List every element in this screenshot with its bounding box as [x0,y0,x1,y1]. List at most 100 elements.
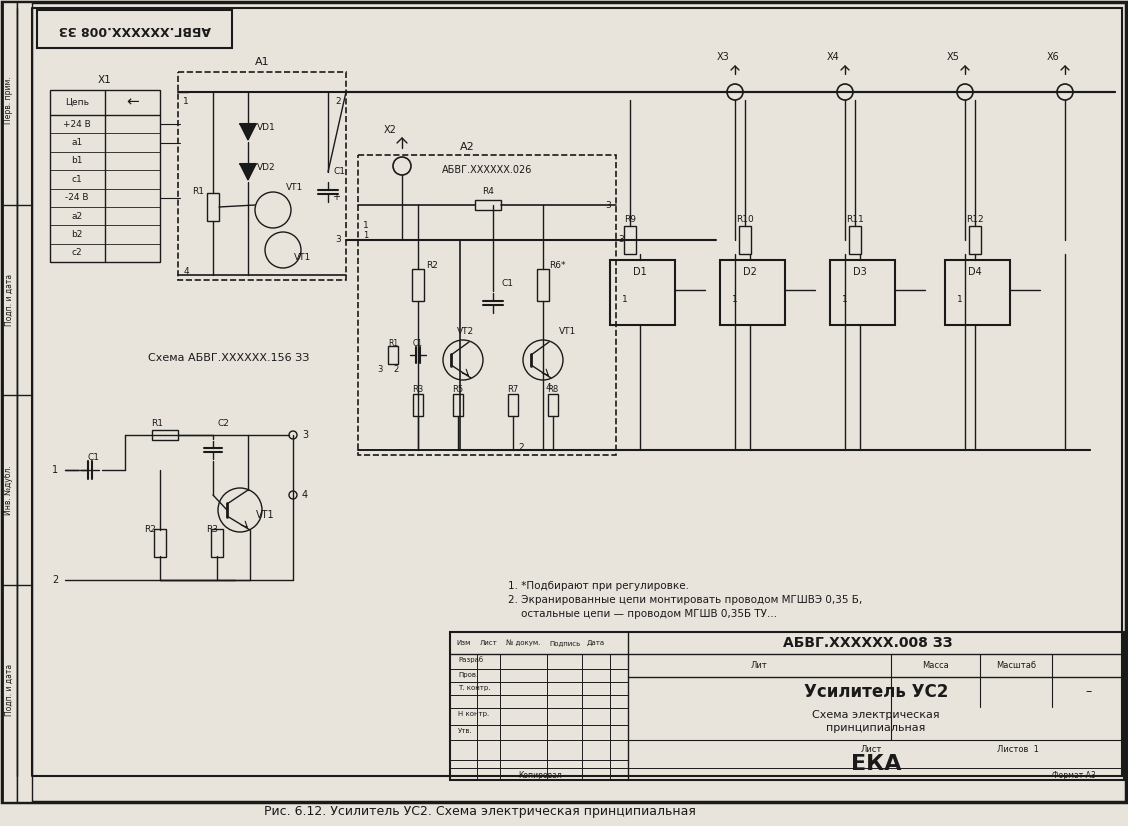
Text: R8: R8 [547,386,558,395]
Bar [412,269,424,301]
Text: принципиальная: принципиальная [827,723,926,733]
Bar [37,10,232,48]
Text: Схема АБВГ.XXXXXX.156 ЗЗ: Схема АБВГ.XXXXXX.156 ЗЗ [148,353,309,363]
Text: VD2: VD2 [257,163,275,172]
Text: A2: A2 [459,142,475,152]
Text: ←: ← [126,94,140,110]
Text: Цепь: Цепь [65,97,89,107]
Text: R9: R9 [624,216,636,225]
Text: b1: b1 [71,156,82,165]
Text: 2: 2 [335,97,341,107]
Text: C2: C2 [217,419,229,428]
Text: -24 В: -24 В [65,193,89,202]
Text: 3: 3 [618,235,624,244]
Bar [548,394,558,416]
Text: R1: R1 [388,339,398,348]
Text: ЕКА: ЕКА [851,754,901,774]
Bar [178,72,346,280]
Text: X2: X2 [384,125,396,135]
Bar [610,260,675,325]
Text: a2: a2 [71,211,82,221]
Bar [720,260,785,325]
Text: R3: R3 [206,525,218,534]
Text: X6: X6 [1047,52,1059,62]
Text: Лист: Лист [861,744,882,753]
Text: Схема электрическая: Схема электрическая [812,710,940,720]
Text: X5: X5 [946,52,960,62]
Bar [739,226,751,254]
Text: VT2: VT2 [457,327,474,336]
Text: № докум.: № докум. [506,639,540,646]
Text: остальные цепи — проводом МГШВ 0,35Б ТУ...: остальные цепи — проводом МГШВ 0,35Б ТУ.… [508,609,777,619]
Text: 1: 1 [363,221,369,230]
Text: D3: D3 [853,267,867,277]
Text: Пров.: Пров. [458,672,478,678]
Text: C1: C1 [334,168,346,177]
Bar [450,632,1123,780]
Text: VD1: VD1 [257,122,275,131]
Text: R3: R3 [413,386,424,395]
Text: C1: C1 [87,453,99,463]
Bar [208,193,219,221]
Bar [50,90,160,262]
Bar [849,226,861,254]
Text: R4: R4 [482,187,494,196]
Text: 4: 4 [183,268,188,277]
Text: 4: 4 [302,490,308,500]
Text: Подпись: Подпись [549,640,580,646]
Text: 2: 2 [394,365,398,374]
Text: 2. Экранированные цепи монтировать проводом МГШВЭ 0,35 Б,: 2. Экранированные цепи монтировать прово… [508,595,862,605]
Bar [17,2,32,802]
Bar [624,226,636,254]
Text: a1: a1 [71,138,82,147]
Text: R12: R12 [967,216,984,225]
Text: Т. контр.: Т. контр. [458,685,491,691]
Text: 3: 3 [302,430,308,440]
Bar [152,430,178,440]
Bar [508,394,518,416]
Text: R6*: R6* [548,260,565,269]
Bar [969,226,981,254]
Text: 1. *Подбирают при регулировке.: 1. *Подбирают при регулировке. [508,581,689,591]
Polygon shape [240,164,256,180]
Text: D2: D2 [743,267,757,277]
Text: 3: 3 [605,201,611,210]
Text: C1: C1 [413,339,423,348]
Text: 4: 4 [545,383,550,392]
Text: 1: 1 [843,296,848,305]
Text: Разраб: Разраб [458,657,483,663]
Bar [388,346,398,364]
Bar [211,529,223,557]
Text: VT1: VT1 [294,254,311,263]
Text: X4: X4 [827,52,839,62]
Text: Масса: Масса [923,661,949,670]
Text: Копировал: Копировал [518,771,562,780]
Bar [475,200,501,210]
Text: 1: 1 [52,465,58,475]
Text: Рис. 6.12. Усилитель УС2. Схема электрическая принципиальная: Рис. 6.12. Усилитель УС2. Схема электрич… [264,805,696,819]
Text: 1: 1 [363,230,369,240]
Text: R2: R2 [144,525,156,534]
Text: A1: A1 [255,57,270,67]
Text: +24 В: +24 В [63,120,91,129]
Text: АБВГ.XXXXXX.026: АБВГ.XXXXXX.026 [442,165,532,175]
Text: b2: b2 [71,230,82,239]
Text: 1: 1 [958,296,963,305]
Text: Усилитель УС2: Усилитель УС2 [804,683,949,701]
Text: Лист: Лист [479,640,497,646]
Text: Перв. прим.: Перв. прим. [5,76,14,124]
Bar [358,155,616,455]
Text: R7: R7 [508,386,519,395]
Text: Подп. и дата: Подп. и дата [5,664,14,716]
Text: 3: 3 [377,365,382,374]
Text: c2: c2 [72,249,82,258]
Text: Подп. и дата: Подп. и дата [5,274,14,326]
Text: –: – [1085,686,1091,699]
Text: D4: D4 [968,267,981,277]
Text: Утв.: Утв. [458,728,473,734]
Text: C1: C1 [501,278,513,287]
Text: c1: c1 [71,175,82,184]
Text: 3: 3 [335,235,341,244]
Text: Н контр.: Н контр. [458,711,490,717]
Bar [155,529,166,557]
